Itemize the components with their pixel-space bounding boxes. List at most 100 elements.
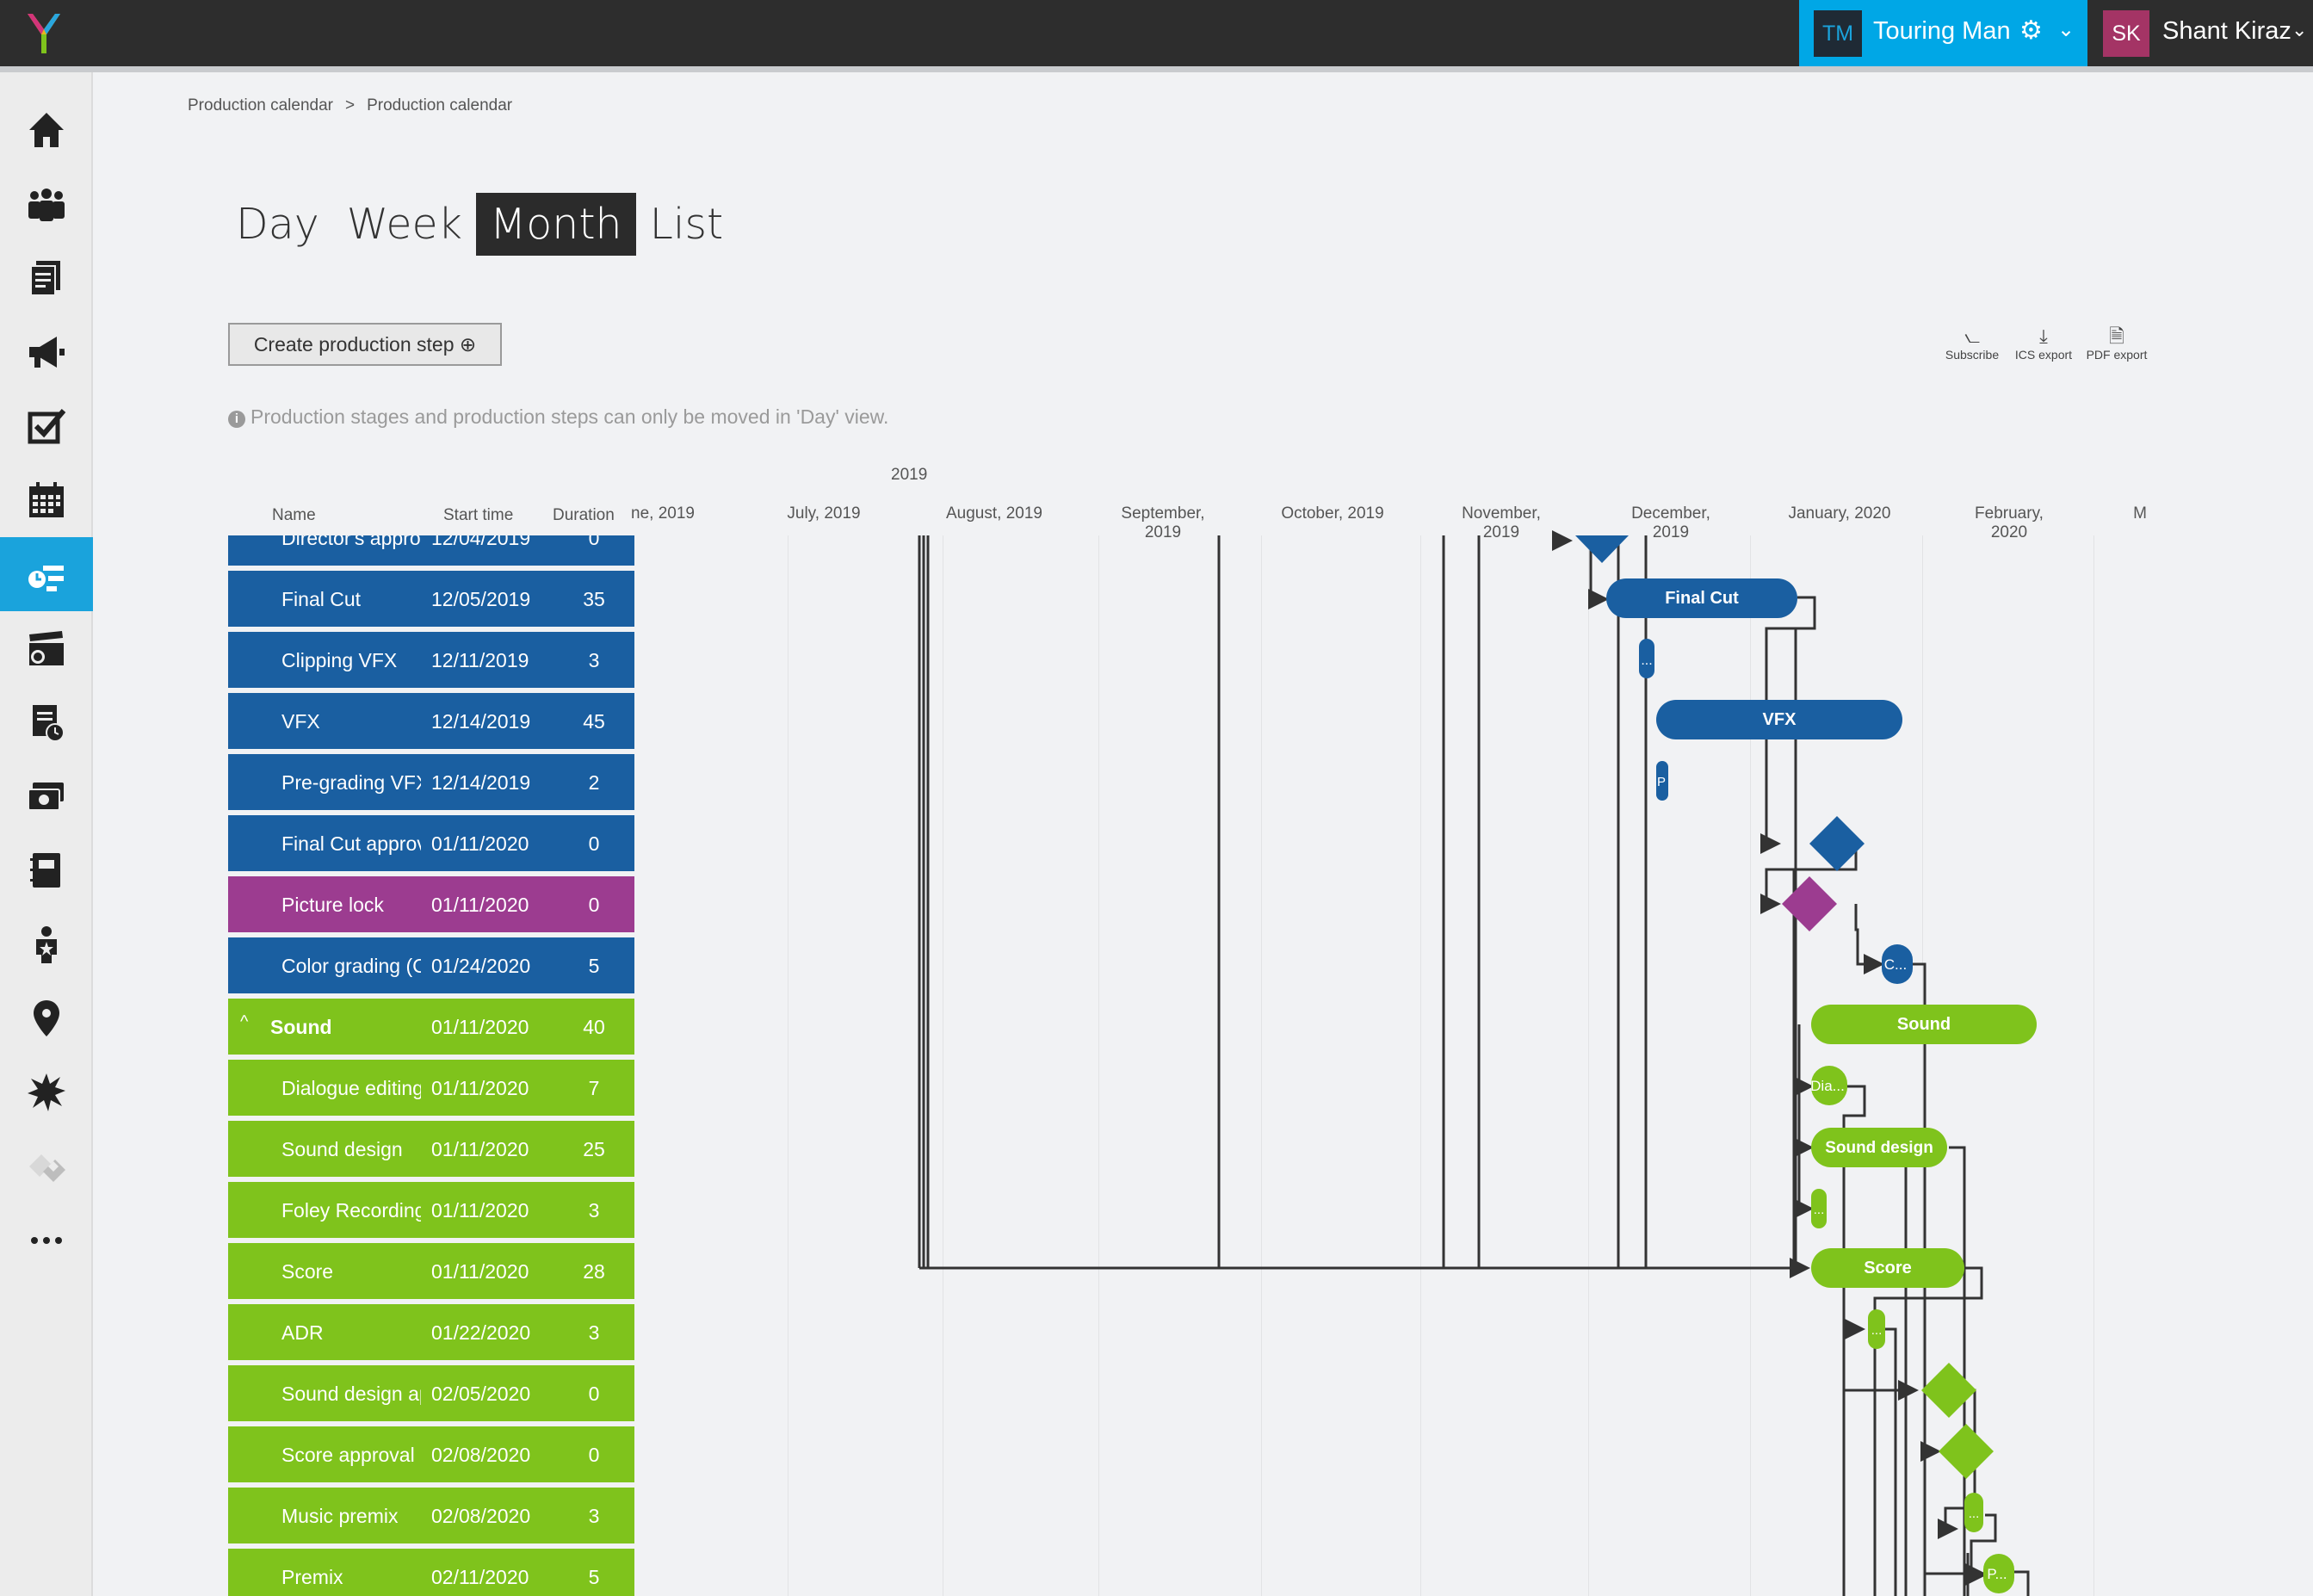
task-start-time: 01/11/2020: [431, 1016, 529, 1038]
task-name: Sound design ap: [281, 1383, 421, 1405]
sidebar-item-marketing[interactable]: [0, 315, 93, 389]
pdf-file-icon: 🗎: [2109, 325, 2124, 347]
gantt-timeline: [633, 535, 2143, 1596]
gantt-icon: [28, 566, 64, 591]
task-row[interactable]: Clipping VFX 12/11/2019 3: [228, 632, 634, 690]
sidebar-item-effects[interactable]: [0, 1055, 93, 1129]
sidebar-item-home[interactable]: [0, 93, 93, 167]
task-row[interactable]: Score 01/11/2020 28: [228, 1243, 634, 1302]
breadcrumb: Production calendar > Production calendar: [188, 96, 512, 115]
sidebar-item-integrations[interactable]: [0, 1129, 93, 1203]
task-name: Foley Recording: [281, 1199, 421, 1222]
bar-adr[interactable]: [1868, 1309, 1885, 1349]
project-settings-gear-icon[interactable]: ⚙: [2019, 16, 2043, 45]
bar-foley-recording-label: ...: [1814, 1203, 1825, 1217]
task-row[interactable]: Music premix 02/08/2020 3: [228, 1488, 634, 1546]
column-header-duration[interactable]: Duration: [553, 506, 615, 524]
task-row[interactable]: Sound design ap 02/05/2020 0: [228, 1365, 634, 1424]
tab-month[interactable]: Month: [476, 193, 636, 256]
task-row[interactable]: Dialogue editing 01/11/2020 7: [228, 1060, 634, 1118]
month-header: February, 2020: [1975, 504, 2044, 541]
column-header-name[interactable]: Name: [272, 506, 316, 524]
bar-sound-label: Sound: [1897, 1015, 1951, 1034]
task-duration: 0: [588, 535, 600, 549]
sidebar-item-shooting[interactable]: [0, 611, 93, 685]
bar-foley-recording[interactable]: [1811, 1189, 1827, 1228]
sidebar-item-documents[interactable]: [0, 241, 93, 315]
bar-score-label: Score: [1864, 1259, 1912, 1277]
milestone-final-cut-approval[interactable]: [1809, 816, 1865, 871]
sidebar-item-cast[interactable]: [0, 907, 93, 981]
sidebar-item-more[interactable]: [0, 1203, 93, 1277]
tab-day[interactable]: Day: [236, 200, 319, 249]
sidebar-item-tasks[interactable]: [0, 389, 93, 463]
task-start-time: 01/11/2020: [431, 894, 529, 916]
ics-export-label: ICS export: [2014, 348, 2073, 362]
sidebar-item-budget[interactable]: [0, 759, 93, 833]
bar-final-cut[interactable]: [1606, 578, 1797, 618]
milestone-score-approval[interactable]: [1939, 1424, 1994, 1479]
bar-sound[interactable]: [1811, 1005, 2037, 1044]
bar-score[interactable]: [1811, 1248, 1964, 1288]
project-switcher[interactable]: TM Touring Man ⚙ ⌄: [1799, 0, 2087, 66]
task-duration: 0: [588, 894, 600, 916]
sidebar-item-script-schedule[interactable]: [0, 685, 93, 759]
bar-sound-design[interactable]: [1811, 1128, 1947, 1167]
milestone-sound-design-approval[interactable]: [1921, 1363, 1976, 1418]
task-name: Pre-grading VFX: [281, 771, 421, 794]
month-header: July, 2019: [787, 504, 861, 523]
breadcrumb-item-production-calendar[interactable]: Production calendar: [188, 96, 333, 114]
milestone-picture-lock[interactable]: [1782, 876, 1837, 931]
task-row[interactable]: VFX 12/14/2019 45: [228, 693, 634, 752]
task-row[interactable]: Picture lock 01/11/2020 0: [228, 876, 634, 935]
task-duration: 5: [588, 1566, 600, 1588]
month-header: December, 2019: [1631, 504, 1710, 541]
app-logo-icon[interactable]: [24, 12, 64, 55]
bar-dialogue-editing[interactable]: [1811, 1066, 1847, 1105]
bar-color-grading[interactable]: [1882, 944, 1913, 984]
user-name[interactable]: Shant Kiraz: [2162, 17, 2291, 45]
bar-vfx[interactable]: [1656, 700, 1902, 739]
task-duration: 40: [583, 1016, 605, 1038]
task-name: Music premix: [281, 1505, 399, 1527]
project-chevron-down-icon[interactable]: ⌄: [2057, 18, 2075, 41]
ics-export-button[interactable]: ⤓ ICS export: [2009, 325, 2078, 362]
bar-pre-grading-vfx[interactable]: [1656, 761, 1668, 801]
sidebar-item-people[interactable]: [0, 167, 93, 241]
pdf-export-button[interactable]: 🗎 PDF export: [2082, 325, 2151, 362]
sidebar-item-locations[interactable]: [0, 981, 93, 1055]
task-row[interactable]: Final Cut approv 01/11/2020 0: [228, 815, 634, 874]
task-start-time: 12/11/2019: [431, 649, 529, 671]
burst-icon: [28, 1073, 65, 1111]
task-group-row[interactable]: ^ Sound 01/11/2020 40: [228, 999, 634, 1057]
milestone-directors-approval[interactable]: [1575, 535, 1629, 563]
column-header-start-time[interactable]: Start time: [443, 506, 514, 524]
task-row[interactable]: Director's appro 12/04/2019 0: [228, 535, 634, 568]
sidebar-item-calendar[interactable]: [0, 463, 93, 537]
collapse-caret-icon[interactable]: ^: [240, 1012, 249, 1031]
month-header: January, 2020: [1788, 504, 1891, 523]
task-row[interactable]: Pre-grading VFX 12/14/2019 2: [228, 754, 634, 813]
task-start-time: 01/11/2020: [431, 832, 529, 855]
task-row[interactable]: Final Cut 12/05/2019 35: [228, 571, 634, 629]
task-row[interactable]: Color grading (C 01/24/2020 5: [228, 937, 634, 996]
subscribe-button[interactable]: ⦦ Subscribe: [1938, 325, 2007, 362]
month-header: ne, 2019: [631, 504, 695, 523]
task-row[interactable]: Premix 02/11/2020 5: [228, 1549, 634, 1596]
task-row[interactable]: ADR 01/22/2020 3: [228, 1304, 634, 1363]
user-chevron-down-icon[interactable]: ⌄: [2291, 19, 2308, 40]
bar-premix[interactable]: [1983, 1554, 2014, 1593]
top-bar: TM Touring Man ⚙ ⌄ SK Shant Kiraz ⌄: [0, 0, 2313, 72]
task-row[interactable]: Foley Recording 01/11/2020 3: [228, 1182, 634, 1240]
task-row[interactable]: Score approval 02/08/2020 0: [228, 1426, 634, 1485]
tab-list[interactable]: List: [649, 200, 724, 249]
user-avatar[interactable]: SK: [2103, 10, 2149, 57]
sidebar-item-production-calendar[interactable]: [0, 537, 93, 611]
bar-clipping-vfx[interactable]: [1639, 639, 1654, 678]
bar-music-premix[interactable]: [1964, 1493, 1983, 1532]
tab-week[interactable]: Week: [346, 200, 463, 249]
sidebar-item-notebook[interactable]: [0, 833, 93, 907]
task-row[interactable]: Sound design 01/11/2020 25: [228, 1121, 634, 1179]
task-name: Color grading (C: [281, 955, 421, 977]
create-production-step-button[interactable]: Create production step ⊕: [228, 323, 502, 366]
